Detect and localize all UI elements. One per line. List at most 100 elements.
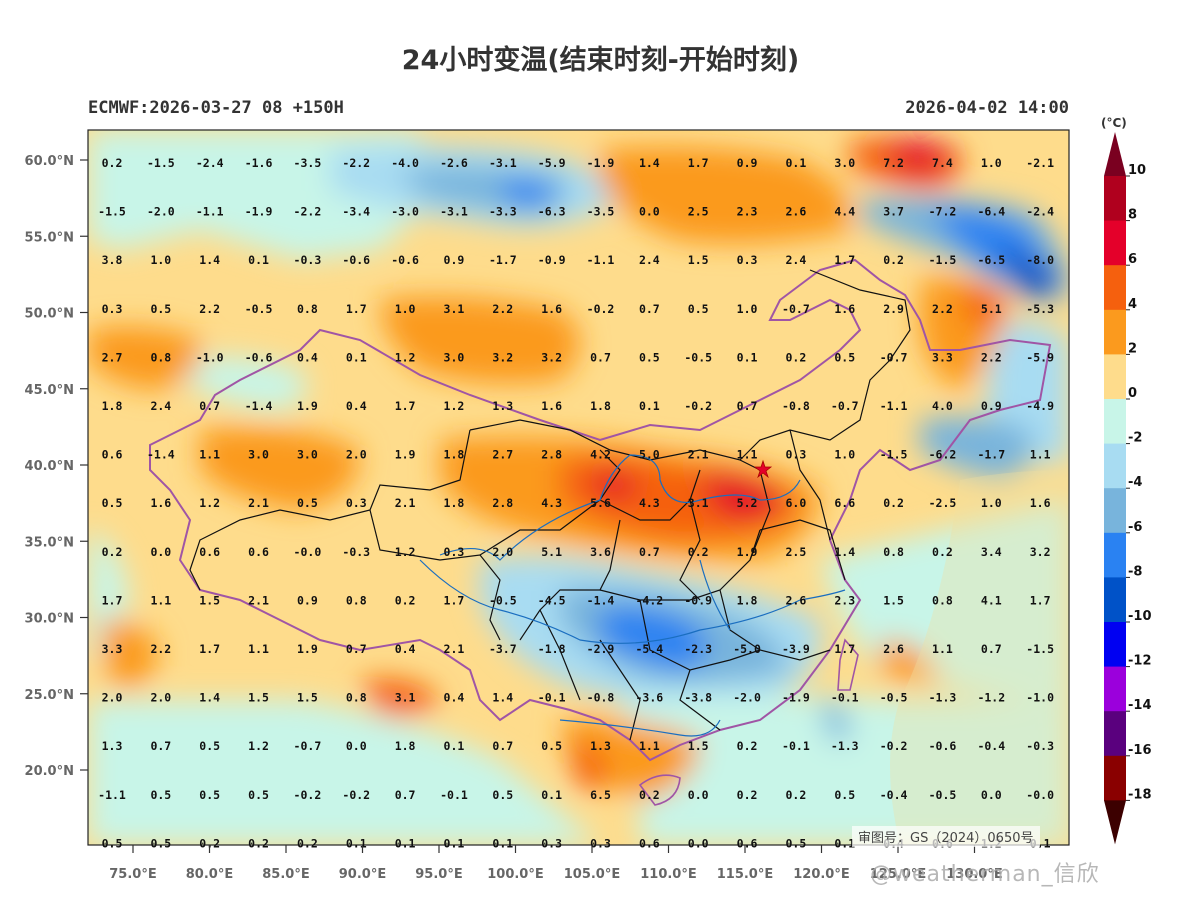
grid-value: -1.4 <box>587 593 615 607</box>
grid-value: -1.5 <box>1026 642 1054 656</box>
grid-value: 1.7 <box>395 399 416 413</box>
lat-tick-label: 40.0°N <box>25 459 74 474</box>
grid-value: 0.7 <box>199 399 220 413</box>
temperature-field <box>88 130 1069 845</box>
grid-value: 6.6 <box>834 496 855 510</box>
grid-value: 0.2 <box>297 836 318 850</box>
grid-value: -0.2 <box>342 788 370 802</box>
grid-value: 3.2 <box>1030 545 1051 559</box>
grid-value: -3.5 <box>587 205 615 219</box>
grid-value: 2.8 <box>541 448 562 462</box>
grid-value: 0.9 <box>297 593 318 607</box>
grid-value: 0.3 <box>346 496 367 510</box>
grid-value: -0.1 <box>831 691 859 705</box>
grid-value: 0.9 <box>444 253 465 267</box>
grid-value: -0.5 <box>684 350 712 364</box>
grid-value: -5.9 <box>538 156 566 170</box>
grid-value: 0.2 <box>395 593 416 607</box>
colorbar-segment <box>1104 756 1126 801</box>
grid-value: -0.7 <box>831 399 859 413</box>
colorbar-segment <box>1104 176 1126 221</box>
grid-value: 0.5 <box>786 836 807 850</box>
lon-tick-label: 90.0°E <box>339 867 386 882</box>
grid-value: -1.3 <box>831 739 859 753</box>
grid-value: 1.9 <box>395 448 416 462</box>
grid-value: 0.3 <box>541 836 562 850</box>
grid-value: -5.0 <box>733 642 761 656</box>
grid-value: 0.1 <box>346 350 367 364</box>
grid-value: 2.6 <box>883 642 904 656</box>
grid-value: 1.0 <box>981 496 1002 510</box>
colorbar-tick-label: -8 <box>1128 564 1142 579</box>
grid-value: -0.6 <box>342 253 370 267</box>
grid-value: 1.6 <box>541 399 562 413</box>
grid-value: 2.0 <box>346 448 367 462</box>
grid-value: 0.5 <box>199 788 220 802</box>
grid-value: -1.5 <box>147 156 175 170</box>
grid-value: 0.6 <box>639 836 660 850</box>
grid-value: 0.5 <box>297 496 318 510</box>
grid-value: -0.9 <box>684 593 712 607</box>
grid-value: -0.6 <box>929 739 957 753</box>
grid-value: 1.2 <box>395 350 416 364</box>
colorbar-segment <box>1104 354 1126 399</box>
colorbar-segment <box>1104 577 1126 622</box>
colorbar-segment <box>1104 265 1126 310</box>
lon-tick-label: 120.0°E <box>793 867 850 882</box>
grid-value: 1.9 <box>297 642 318 656</box>
grid-value: 2.2 <box>150 642 171 656</box>
colorbar-segment <box>1104 310 1126 355</box>
grid-value: 1.8 <box>444 448 465 462</box>
grid-value: 3.1 <box>395 691 416 705</box>
grid-value: -2.9 <box>587 642 615 656</box>
lat-tick-label: 60.0°N <box>25 154 74 169</box>
grid-value: -0.2 <box>684 399 712 413</box>
grid-value: 1.4 <box>639 156 660 170</box>
lon-tick-label: 100.0°E <box>487 867 544 882</box>
colorbar-segment <box>1104 221 1126 266</box>
grid-value: 4.2 <box>590 448 611 462</box>
grid-value: 1.3 <box>492 399 513 413</box>
grid-value: 0.2 <box>102 545 123 559</box>
grid-value: -1.5 <box>98 205 126 219</box>
grid-value: 5.1 <box>981 302 1002 316</box>
grid-value: 1.8 <box>737 593 758 607</box>
grid-value: -0.6 <box>245 350 273 364</box>
grid-value: -1.1 <box>587 253 615 267</box>
lon-tick-label: 115.0°E <box>717 867 774 882</box>
grid-value: 0.2 <box>639 788 660 802</box>
colorbar-segment <box>1104 444 1126 489</box>
colorbar-segment <box>1104 488 1126 533</box>
grid-value: 2.2 <box>199 302 220 316</box>
grid-value: 0.6 <box>248 545 269 559</box>
grid-value: 1.7 <box>199 642 220 656</box>
grid-value: 7.2 <box>883 156 904 170</box>
grid-value: -3.1 <box>489 156 517 170</box>
grid-value: -0.1 <box>782 739 810 753</box>
grid-value: 0.2 <box>688 545 709 559</box>
grid-value: 0.7 <box>150 739 171 753</box>
grid-value: 1.8 <box>395 739 416 753</box>
grid-value: -0.0 <box>294 545 322 559</box>
grid-value: 1.0 <box>737 302 758 316</box>
grid-value: -4.9 <box>1026 399 1054 413</box>
grid-value: -0.2 <box>294 788 322 802</box>
grid-value: -6.5 <box>977 253 1005 267</box>
grid-value: 0.5 <box>688 302 709 316</box>
grid-value: 0.5 <box>248 788 269 802</box>
grid-value: 4.4 <box>834 205 855 219</box>
grid-value: -0.5 <box>929 788 957 802</box>
grid-value: 0.8 <box>297 302 318 316</box>
grid-value: -0.4 <box>977 739 1005 753</box>
grid-value: 0.1 <box>444 836 465 850</box>
grid-value: 1.5 <box>248 691 269 705</box>
grid-value: -2.2 <box>294 205 322 219</box>
grid-value: 6.5 <box>590 788 611 802</box>
grid-value: -1.0 <box>1026 691 1054 705</box>
grid-value: 1.3 <box>102 739 123 753</box>
grid-value: 2.0 <box>492 545 513 559</box>
grid-value: 1.0 <box>981 156 1002 170</box>
grid-value: 0.5 <box>492 788 513 802</box>
temperature-change-map: 0.2 -1.5 -2.4 -1.6 -3.5 -2.2 -4.0 -2.6 -3.1 -5.9-… <box>0 0 1201 900</box>
grid-value: 3.0 <box>834 156 855 170</box>
